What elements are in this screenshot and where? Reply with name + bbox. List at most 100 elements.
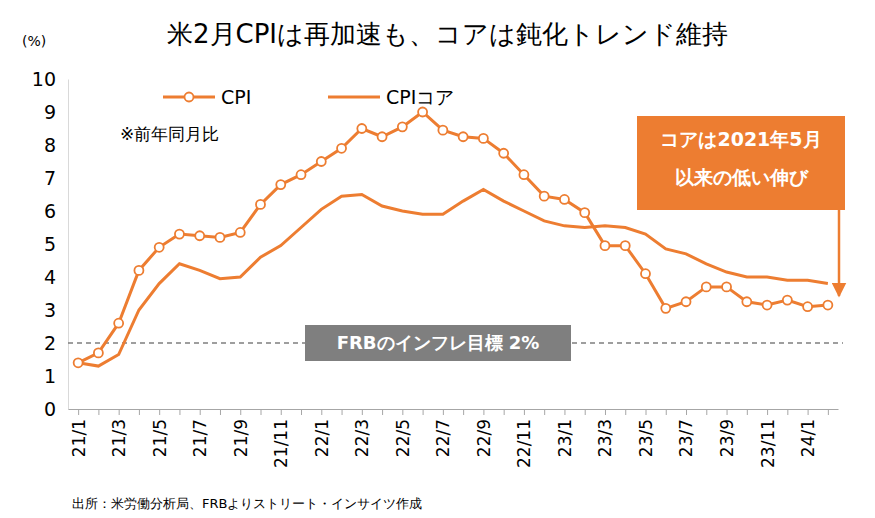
x-tick-label: 23/1 — [555, 419, 575, 457]
y-tick-label: 3 — [44, 299, 56, 321]
x-tick-mark — [98, 409, 99, 415]
x-tick-mark — [78, 409, 79, 415]
x-tick: 23/5 — [636, 409, 656, 457]
x-tick-mark — [423, 409, 424, 415]
series-marker — [702, 282, 711, 291]
series-marker — [519, 170, 528, 179]
series-marker — [94, 348, 103, 357]
x-tick-mark — [605, 409, 606, 415]
series-line — [78, 112, 828, 363]
x-tick-label: 22/7 — [433, 419, 453, 457]
x-tick: 21/9 — [231, 409, 251, 457]
x-tick — [423, 409, 424, 415]
y-tick-label: 6 — [44, 200, 56, 222]
series-marker — [459, 132, 468, 141]
x-tick-mark — [261, 409, 262, 415]
series-marker — [175, 230, 184, 239]
chart: 米2月CPIは再加速も、コアは鈍化トレンド維持(%)01234567891021… — [0, 0, 875, 518]
x-tick: 23/9 — [717, 409, 737, 457]
x-tick — [301, 409, 302, 415]
x-tick-mark — [301, 409, 302, 415]
x-tick-mark — [342, 409, 343, 415]
x-tick — [342, 409, 343, 415]
x-tick: 21/11 — [271, 409, 291, 468]
x-tick-mark — [706, 409, 707, 415]
x-tick-label: 22/3 — [352, 419, 372, 457]
x-tick — [666, 409, 667, 415]
x-axis-line — [69, 409, 839, 410]
y-tick-label: 1 — [44, 365, 56, 387]
x-tick: 22/1 — [312, 409, 332, 457]
callout-arrow — [838, 210, 841, 296]
target-label: FRBのインフレ目標 2% — [337, 332, 540, 353]
y-axis-label: (%) — [22, 33, 46, 49]
plot-area — [74, 108, 833, 368]
x-tick-label: 21/11 — [271, 419, 291, 468]
x-tick-mark — [321, 409, 322, 415]
series-marker — [783, 296, 792, 305]
y-tick: 1 — [44, 365, 68, 387]
legend-swatch — [328, 96, 380, 99]
y-tick-label: 8 — [44, 134, 56, 156]
x-tick — [828, 409, 829, 415]
series-marker — [276, 180, 285, 189]
x-tick: 23/1 — [555, 409, 575, 457]
x-tick-mark — [666, 409, 667, 415]
x-tick-mark — [727, 409, 728, 415]
x-tick: 22/3 — [352, 409, 372, 457]
x-tick-label: 21/5 — [150, 419, 170, 457]
x-tick — [706, 409, 707, 415]
series-marker — [357, 124, 366, 133]
x-tick-label: 21/1 — [69, 419, 89, 457]
x-tick-mark — [281, 409, 282, 415]
x-tick-label: 23/7 — [676, 419, 696, 457]
title: 米2月CPIは再加速も、コアは鈍化トレンド維持 — [167, 19, 728, 49]
callout-text: コアは2021年5月 — [660, 128, 821, 150]
legend-item: CPIコア — [328, 86, 454, 108]
x-tick — [463, 409, 464, 415]
legend-label: CPIコア — [386, 86, 454, 108]
series-marker — [641, 269, 650, 278]
series-marker — [114, 319, 123, 328]
x-tick-label: 24/1 — [798, 419, 818, 457]
x-tick-label: 22/5 — [393, 419, 413, 457]
y-tick: 8 — [44, 134, 68, 156]
x-tick — [747, 409, 748, 415]
x-tick-mark — [747, 409, 748, 415]
series-marker — [134, 266, 143, 275]
x-tick-label: 21/9 — [231, 419, 251, 457]
x-tick — [179, 409, 180, 415]
x-tick-label: 23/11 — [758, 419, 778, 468]
x-tick: 24/1 — [798, 409, 818, 457]
y-tick-label: 10 — [32, 68, 56, 90]
x-tick-mark — [119, 409, 120, 415]
x-tick — [139, 409, 140, 415]
x-tick-mark — [139, 409, 140, 415]
series-marker — [560, 195, 569, 204]
series-marker — [215, 233, 224, 242]
y-tick-label: 2 — [44, 332, 56, 354]
series-marker — [378, 132, 387, 141]
x-tick — [98, 409, 99, 415]
series-marker — [823, 301, 832, 310]
y-tick: 3 — [44, 299, 68, 321]
x-tick — [787, 409, 788, 415]
series-marker — [195, 231, 204, 240]
x-tick-mark — [179, 409, 180, 415]
series-marker — [682, 297, 691, 306]
y-axis-line — [68, 80, 69, 410]
x-axis: 21/121/321/521/721/921/1122/122/322/522/… — [69, 409, 839, 468]
y-tick: 4 — [44, 266, 68, 288]
series-marker — [722, 282, 731, 291]
x-tick-label: 21/7 — [190, 419, 210, 457]
x-tick: 21/1 — [69, 409, 89, 457]
y-axis: 012345678910 — [32, 68, 69, 420]
x-tick: 22/7 — [433, 409, 453, 457]
y-tick: 7 — [44, 167, 68, 189]
series-marker — [803, 302, 812, 311]
x-tick — [382, 409, 383, 415]
x-tick-mark — [220, 409, 221, 415]
series-marker — [540, 192, 549, 201]
x-tick: 23/3 — [595, 409, 615, 457]
series-marker — [742, 297, 751, 306]
